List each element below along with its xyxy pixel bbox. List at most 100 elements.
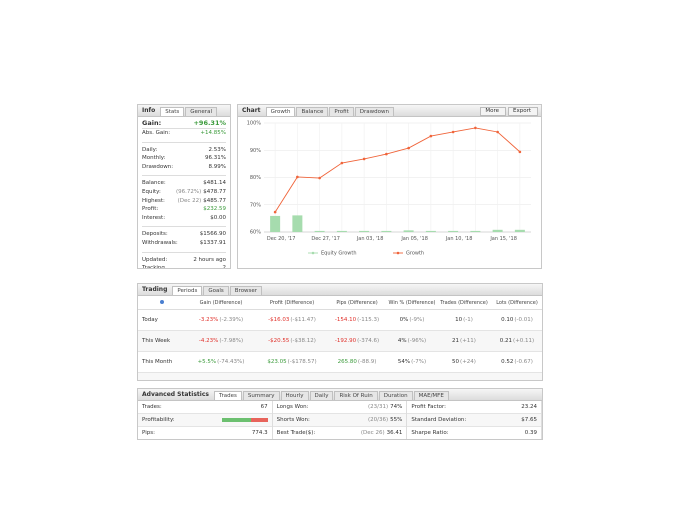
info-number: $1337.91	[199, 239, 226, 246]
menu-button[interactable]: More	[480, 107, 506, 116]
bar	[336, 230, 347, 232]
won-bar	[221, 418, 252, 422]
info-number: $485.77	[203, 197, 226, 204]
trading-cell: -4.23%(-7.98%)	[186, 330, 256, 352]
stat-label: Standard Deviation:	[411, 417, 467, 423]
cell-value: 54%	[397, 359, 411, 365]
tab[interactable]: General	[185, 107, 217, 116]
stat-number: $7.65	[521, 417, 538, 423]
trading-cell: -192.90(-374.6)	[328, 330, 386, 352]
info-row: Equity: (96.72%) $478.77	[142, 188, 226, 197]
icon	[160, 299, 164, 304]
bar	[514, 229, 525, 232]
tab[interactable]: Browser	[229, 286, 263, 295]
info-group: Daily: 2.53% Monthly: 96.31% Drawdown: 8.99%	[142, 141, 226, 172]
tab[interactable]: Growth	[265, 107, 296, 116]
y-tick-label: 90%	[250, 148, 261, 154]
line	[274, 127, 521, 213]
tab[interactable]: Stats	[160, 107, 185, 116]
info-value: 8.99%	[209, 163, 226, 172]
point	[385, 152, 388, 156]
tab[interactable]: Risk Of Ruin	[334, 391, 378, 400]
bar	[270, 215, 281, 232]
trading-row: This Week -4.23%(-7.98%) -$20.55(-$38.12) -…	[138, 330, 542, 352]
bar	[292, 215, 303, 232]
cell-value: +5.5%	[198, 380, 217, 381]
lost-bar	[251, 418, 268, 422]
cell-value: 0.10	[501, 317, 514, 323]
gain-row: Gain: +96.31%	[142, 119, 226, 128]
info-value: (Dec 22) $485.77	[178, 197, 226, 206]
trading-cell: 21(+11)	[438, 330, 490, 352]
point	[362, 157, 366, 161]
tab[interactable]: Balance	[296, 107, 329, 116]
cell-difference: (-374.6)	[357, 338, 380, 344]
cell-value: -$16.03	[268, 317, 290, 323]
tab[interactable]: Profit	[329, 107, 354, 116]
advanced-row: Longs Won: (23/31) 74%	[272, 401, 407, 414]
stat-number: 36.41	[386, 430, 403, 436]
cell-difference: (+11)	[460, 338, 476, 344]
trading-cell: 265.80(-88.9)	[328, 351, 386, 373]
panel-title: Chart	[242, 107, 261, 114]
menu-button[interactable]: Export	[507, 107, 538, 116]
info-number: $481.14	[203, 180, 226, 187]
advanced-body: Trades: 67 Profitability: Pips: 774.3 Longs W…	[138, 401, 542, 439]
cell-difference: (-0.01)	[514, 317, 533, 323]
legend-label[interactable]: Equity Growth	[321, 251, 357, 257]
trading-cell: 0.52(-0.67)	[490, 372, 542, 380]
chart: 60% 70% 80% 90% 100% Dec 20, '17 Dec 27, '17 Ja…	[247, 121, 531, 257]
stat-label: Pips:	[142, 430, 155, 436]
tab[interactable]: Duration	[378, 391, 413, 400]
info-value: $232.59	[203, 205, 226, 214]
cell-difference: (+24)	[460, 380, 476, 381]
info-number: 2 hours ago	[193, 256, 226, 263]
cell-difference: (-74.43%)	[217, 359, 245, 365]
tab[interactable]: Hourly	[280, 391, 309, 400]
trading-panel: Trading Periods Goals Browser Gain (Differen…	[137, 283, 543, 381]
tab[interactable]: Summary	[242, 391, 280, 400]
column-header: Trades (Difference)	[438, 296, 490, 310]
info-group: Deposits: $1566.90 Withdrawals: $1337.91	[142, 226, 226, 247]
info-row: Deposits: $1566.90	[142, 230, 226, 239]
header-icon-cell	[138, 296, 186, 310]
info-number: $232.59	[203, 206, 226, 213]
info-label: Interest:	[142, 214, 166, 221]
bar	[314, 230, 325, 232]
stat-note: (23/31)	[367, 404, 389, 410]
info-number: 8.99%	[208, 163, 226, 170]
panel-title: Info	[142, 107, 156, 114]
trading-row: Today -3.23%(-2.39%) -$16.03(-$11.47) -154.…	[138, 309, 542, 331]
legend-label[interactable]: Growth	[406, 251, 424, 257]
column-header: Pips (Difference)	[328, 296, 386, 310]
cell-value: -192.90	[334, 338, 357, 344]
info-value: +14.85%	[200, 129, 226, 138]
y-tick-label: 70%	[250, 202, 261, 208]
tab[interactable]: Drawdown	[354, 107, 394, 116]
cell-value: +5.5%	[197, 359, 217, 365]
tab[interactable]: Trades	[213, 391, 242, 400]
stat-label: Profit Factor:	[411, 404, 447, 410]
tab[interactable]: Daily	[309, 391, 334, 400]
gain-value: +96.31%	[193, 119, 226, 127]
cell-difference: (-$178.57)	[287, 359, 317, 365]
tab[interactable]: Periods	[172, 286, 203, 295]
cell-difference: (-$38.12)	[290, 338, 316, 344]
cell-difference: (-88.9)	[358, 380, 377, 381]
trading-cell: +5.5%(-74.43%)	[186, 372, 256, 381]
cell-value: 54%	[398, 380, 410, 381]
point	[518, 150, 522, 154]
cell-difference: (-7.98%)	[219, 338, 244, 344]
info-number: $478.77	[203, 188, 226, 195]
stat-label: Profitability:	[142, 417, 175, 423]
tab[interactable]: MAE/MFE	[413, 391, 449, 400]
column-header: Lots (Difference)	[490, 296, 542, 310]
tab[interactable]: Goals	[203, 286, 229, 295]
cell-difference: (-7%)	[411, 380, 426, 381]
trading-cell: 54%(-7%)	[386, 372, 438, 381]
trading-cell: 54%(-7%)	[386, 351, 438, 373]
info-number: $1566.90	[199, 231, 226, 238]
info-label: Balance:	[142, 180, 166, 187]
stat-label: Best Trade($):	[276, 430, 316, 436]
advanced-column: Longs Won: (23/31) 74% Shorts Won: (20/36) 55…	[272, 401, 408, 439]
